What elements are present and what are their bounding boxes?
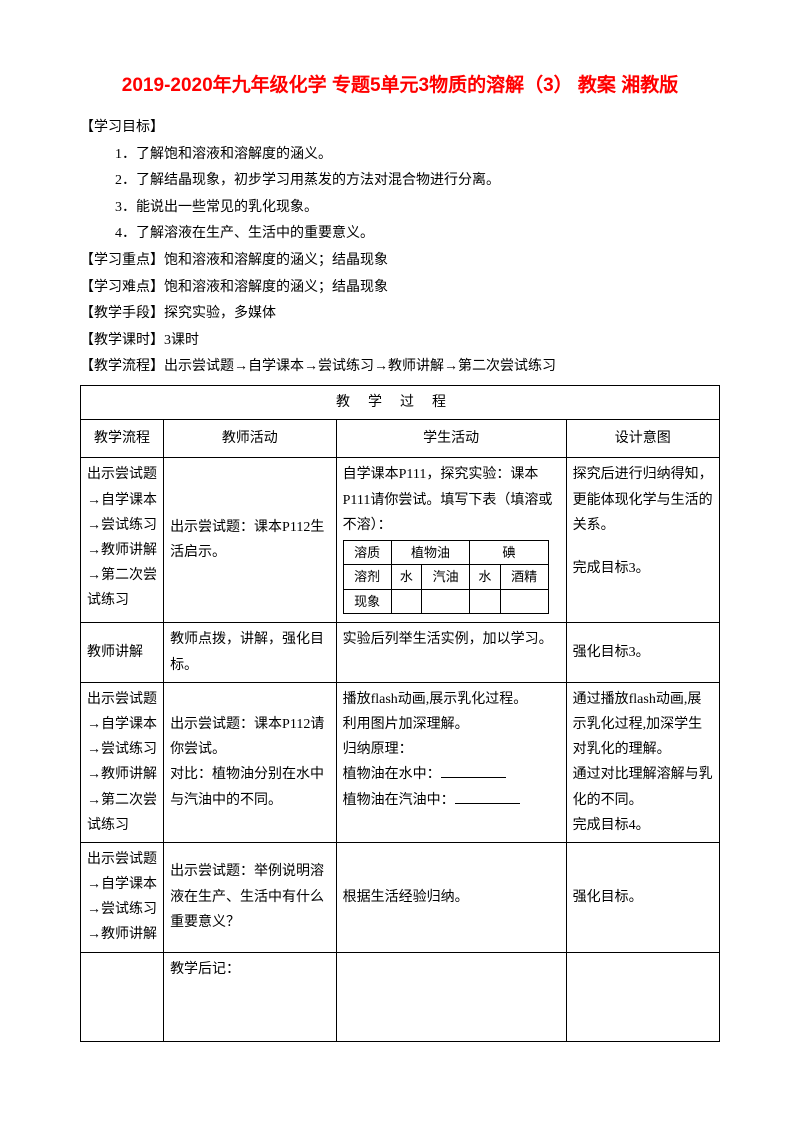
inner-cell: 现象 xyxy=(343,589,391,614)
student-label: 植物油在水中： xyxy=(343,767,441,782)
inner-row: 现象 xyxy=(343,589,548,614)
inner-cell: 溶剂 xyxy=(343,565,391,590)
inner-row: 溶质 植物油 碘 xyxy=(343,540,548,565)
cell-intent: 通过播放flash动画,展示乳化过程,加深学生对乳化的理解。 通过对比理解溶解与… xyxy=(566,682,719,842)
inner-cell: 碘 xyxy=(470,540,549,565)
difficulty-text: 饱和溶液和溶解度的涵义；结晶现象 xyxy=(164,280,388,295)
student-line: 植物油在水中： xyxy=(343,762,560,787)
keypoint-text: 饱和溶液和溶解度的涵义；结晶现象 xyxy=(164,253,388,268)
objective-item: 3．能说出一些常见的乳化现象。 xyxy=(80,195,720,222)
inner-cell: 汽油 xyxy=(422,565,470,590)
experiment-inner-table: 溶质 植物油 碘 溶剂 水 汽油 水 酒精 现象 xyxy=(343,540,549,615)
keypoint-line: 【学习重点】饱和溶液和溶解度的涵义；结晶现象 xyxy=(80,248,720,275)
cell-intent xyxy=(566,952,719,1041)
keypoint-label: 【学习重点】 xyxy=(80,253,164,268)
cell-teacher: 出示尝试题：举例说明溶液在生产、生活中有什么重要意义？ xyxy=(164,842,337,952)
cell-student: 实验后列举生活实例，加以学习。 xyxy=(336,623,566,682)
inner-cell xyxy=(470,589,500,614)
objective-item: 2．了解结晶现象，初步学习用蒸发的方法对混合物进行分离。 xyxy=(80,168,720,195)
teaching-process-table: 教学过程 教学流程 教师活动 学生活动 设计意图 出示尝试题→自学课本→尝试练习… xyxy=(80,385,720,1042)
inner-cell xyxy=(391,589,421,614)
inner-cell xyxy=(500,589,548,614)
header-flow: 教学流程 xyxy=(81,420,164,458)
method-label: 【教学手段】 xyxy=(80,306,164,321)
student-text: 播放flash动画,展示乳化过程。 xyxy=(343,687,560,712)
document-title: 2019-2020年九年级化学 专题5单元3物质的溶解（3） 教案 湘教版 xyxy=(80,70,720,97)
student-line: 植物油在汽油中： xyxy=(343,788,560,813)
cell-teacher: 教学后记： xyxy=(164,952,337,1041)
intent-text: 完成目标3。 xyxy=(573,556,713,581)
student-text: 归纳原理： xyxy=(343,737,560,762)
blank-line xyxy=(441,763,506,778)
intent-text: 通过对比理解溶解与乳化的不同。 xyxy=(573,762,713,812)
table-header-row: 教学流程 教师活动 学生活动 设计意图 xyxy=(81,420,720,458)
objectives-header: 【学习目标】 xyxy=(80,115,720,142)
cell-intent: 强化目标。 xyxy=(566,842,719,952)
inner-cell: 水 xyxy=(391,565,421,590)
cell-student: 根据生活经验归纳。 xyxy=(336,842,566,952)
method-line: 【教学手段】探究实验，多媒体 xyxy=(80,301,720,328)
cell-teacher: 教师点拨，讲解，强化目标。 xyxy=(164,623,337,682)
table-row: 教学后记： xyxy=(81,952,720,1041)
table-row: 出示尝试题→自学课本→尝试练习→教师讲解 出示尝试题：举例说明溶液在生产、生活中… xyxy=(81,842,720,952)
cell-intent: 探究后进行归纳得知，更能体现化学与生活的关系。 完成目标3。 xyxy=(566,458,719,623)
table-row: 教师讲解 教师点拨，讲解，强化目标。 实验后列举生活实例，加以学习。 强化目标3… xyxy=(81,623,720,682)
header-intent: 设计意图 xyxy=(566,420,719,458)
table-row: 出示尝试题→自学课本→尝试练习→教师讲解→第二次尝试练习 出示尝试题：课本P11… xyxy=(81,682,720,842)
flow-line: 【教学流程】出示尝试题→自学课本→尝试练习→教师讲解→第二次尝试练习 xyxy=(80,354,720,381)
objective-item: 4．了解溶液在生产、生活中的重要意义。 xyxy=(80,221,720,248)
cell-flow xyxy=(81,952,164,1041)
cell-flow: 教师讲解 xyxy=(81,623,164,682)
cell-student: 自学课本P111，探究实验：课本P111请你尝试。填写下表（填溶或不溶）： 溶质… xyxy=(336,458,566,623)
period-text: 3课时 xyxy=(164,333,199,348)
inner-cell xyxy=(422,589,470,614)
objective-item: 1．了解饱和溶液和溶解度的涵义。 xyxy=(80,142,720,169)
cell-student: 播放flash动画,展示乳化过程。 利用图片加深理解。 归纳原理： 植物油在水中… xyxy=(336,682,566,842)
period-label: 【教学课时】 xyxy=(80,333,164,348)
header-student: 学生活动 xyxy=(336,420,566,458)
intent-text: 完成目标4。 xyxy=(573,813,713,838)
difficulty-label: 【学习难点】 xyxy=(80,280,164,295)
cell-teacher: 出示尝试题：课本P112请你尝试。 对比：植物油分别在水中与汽油中的不同。 xyxy=(164,682,337,842)
cell-flow: 出示尝试题→自学课本→尝试练习→教师讲解→第二次尝试练习 xyxy=(81,458,164,623)
cell-student xyxy=(336,952,566,1041)
inner-cell: 溶质 xyxy=(343,540,391,565)
inner-cell: 植物油 xyxy=(391,540,469,565)
blank-line xyxy=(455,789,520,804)
method-text: 探究实验，多媒体 xyxy=(164,306,276,321)
student-text: 利用图片加深理解。 xyxy=(343,712,560,737)
teacher-text: 对比：植物油分别在水中与汽油中的不同。 xyxy=(170,762,330,812)
process-title: 教学过程 xyxy=(81,385,720,419)
cell-teacher: 出示尝试题：课本P112生活启示。 xyxy=(164,458,337,623)
cell-intent: 强化目标3。 xyxy=(566,623,719,682)
document-page: 2019-2020年九年级化学 专题5单元3物质的溶解（3） 教案 湘教版 【学… xyxy=(0,0,800,1082)
intent-text: 通过播放flash动画,展示乳化过程,加深学生对乳化的理解。 xyxy=(573,687,713,763)
objectives-section: 【学习目标】 1．了解饱和溶液和溶解度的涵义。 2．了解结晶现象，初步学习用蒸发… xyxy=(80,115,720,381)
cell-flow: 出示尝试题→自学课本→尝试练习→教师讲解→第二次尝试练习 xyxy=(81,682,164,842)
cell-flow: 出示尝试题→自学课本→尝试练习→教师讲解 xyxy=(81,842,164,952)
flow-text: 出示尝试题→自学课本→尝试练习→教师讲解→第二次尝试练习 xyxy=(164,359,556,374)
teacher-text: 出示尝试题：课本P112请你尝试。 xyxy=(170,712,330,762)
period-line: 【教学课时】3课时 xyxy=(80,328,720,355)
inner-cell: 酒精 xyxy=(500,565,548,590)
difficulty-line: 【学习难点】饱和溶液和溶解度的涵义；结晶现象 xyxy=(80,275,720,302)
intent-text: 探究后进行归纳得知，更能体现化学与生活的关系。 xyxy=(573,462,713,538)
process-title-row: 教学过程 xyxy=(81,385,720,419)
header-teacher: 教师活动 xyxy=(164,420,337,458)
student-intro: 自学课本P111，探究实验：课本P111请你尝试。填写下表（填溶或不溶）： xyxy=(343,462,560,538)
flow-label: 【教学流程】 xyxy=(80,359,164,374)
inner-row: 溶剂 水 汽油 水 酒精 xyxy=(343,565,548,590)
student-label: 植物油在汽油中： xyxy=(343,793,455,808)
table-row: 出示尝试题→自学课本→尝试练习→教师讲解→第二次尝试练习 出示尝试题：课本P11… xyxy=(81,458,720,623)
inner-cell: 水 xyxy=(470,565,500,590)
